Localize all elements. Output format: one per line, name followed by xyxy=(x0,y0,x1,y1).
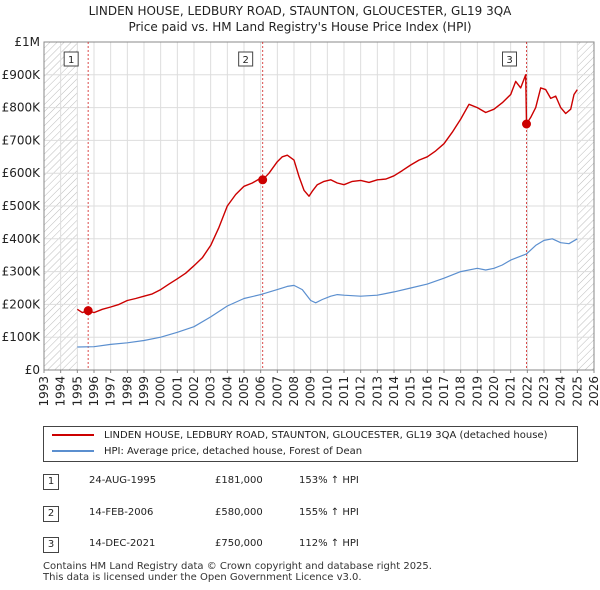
sale-hpi-change: 155% ↑ HPI xyxy=(299,507,359,518)
sale-marker-label: 1 xyxy=(68,55,74,66)
y-tick-label: £100K xyxy=(2,330,42,344)
y-tick-label: £0 xyxy=(25,363,40,377)
x-tick-label: 2005 xyxy=(237,376,251,407)
legend-item-hpi: HPI: Average price, detached house, Fore… xyxy=(52,445,362,459)
x-tick-label: 1995 xyxy=(70,376,84,407)
price-chart: £0 £100K £200K £300K £400K £500K £600K £700K £80… xyxy=(2,35,600,407)
x-tick-label: 2024 xyxy=(554,376,568,407)
x-tick-label: 2014 xyxy=(387,376,401,407)
plot-frame xyxy=(43,41,595,371)
x-tick-label: 1997 xyxy=(104,376,118,407)
x-tick-label: 2000 xyxy=(154,376,168,407)
sale-price: £181,000 xyxy=(215,475,263,486)
y-tick-label: £700K xyxy=(2,133,42,147)
sale-marker-box xyxy=(238,51,254,67)
x-tick-label: 2017 xyxy=(437,376,451,407)
sale-marker-box xyxy=(502,51,517,67)
y-tick-label: £400K xyxy=(2,232,42,246)
sale-marker-label: 2 xyxy=(242,55,248,66)
chart-title: LINDEN HOUSE, LEDBURY ROAD, STAUNTON, GL… xyxy=(88,4,512,18)
x-tick-label: 2009 xyxy=(304,376,318,407)
x-tick-label: 2013 xyxy=(370,376,384,407)
x-tick-label: 2012 xyxy=(354,376,368,407)
x-tick-label: 1994 xyxy=(54,376,68,407)
y-tick-label: £1M xyxy=(14,35,40,49)
x-tick-label: 2004 xyxy=(220,376,234,407)
x-tick-label: 2019 xyxy=(470,376,484,407)
x-tick-label: 1998 xyxy=(120,376,134,407)
y-tick-label: £900K xyxy=(2,68,42,82)
sale-marker-box xyxy=(63,51,79,67)
y-tick-label: £600K xyxy=(2,166,42,180)
sale-date: 14-DEC-2021 xyxy=(89,538,156,549)
table-row: 3 14-DEC-2021 £750,000 112% ↑ HPI xyxy=(43,537,583,555)
footer-licence: This data is licensed under the Open Gov… xyxy=(43,572,362,583)
x-tick-label: 2021 xyxy=(504,376,518,407)
x-tick-label: 2010 xyxy=(320,376,334,407)
sale-point xyxy=(522,119,531,129)
x-tick-label: 2018 xyxy=(454,376,468,407)
x-tick-label: 2015 xyxy=(404,376,418,407)
x-tick-label: 2023 xyxy=(537,376,551,407)
legend-label-hpi: HPI: Average price, detached house, Fore… xyxy=(104,446,363,457)
sale-marker-label: 3 xyxy=(506,55,512,66)
x-tick-label: 2007 xyxy=(270,376,284,407)
sale-price: £580,000 xyxy=(215,507,263,518)
x-tick-label: 1999 xyxy=(137,376,151,407)
x-tick-label: 2022 xyxy=(520,376,534,407)
legend-blue-line xyxy=(52,450,94,452)
legend-red-line xyxy=(52,434,94,436)
y-tick-label: £500K xyxy=(2,199,42,213)
y-tick-label: £200K xyxy=(2,297,42,311)
sale-number: 1 xyxy=(43,474,59,490)
sale-date: 24-AUG-1995 xyxy=(89,475,157,486)
x-tick-label: 2016 xyxy=(420,376,434,407)
y-tick-label: £300K xyxy=(2,265,42,279)
sale-hpi-change: 153% ↑ HPI xyxy=(299,475,359,486)
series-line-property xyxy=(76,74,578,314)
sale-number: 2 xyxy=(43,506,59,522)
chart-subtitle: Price paid vs. HM Land Registry's House … xyxy=(128,20,472,34)
x-tick-label: 2008 xyxy=(287,376,301,407)
legend: LINDEN HOUSE, LEDBURY ROAD, STAUNTON, GL… xyxy=(43,426,578,462)
sale-point xyxy=(258,175,268,185)
x-tick-label: 2006 xyxy=(254,376,268,407)
legend-label-property: LINDEN HOUSE, LEDBURY ROAD, STAUNTON, GL… xyxy=(104,430,548,441)
sale-number: 3 xyxy=(43,537,59,553)
table-row: 2 14-FEB-2006 £580,000 155% ↑ HPI xyxy=(43,506,583,524)
x-tick-label: 1993 xyxy=(37,376,51,407)
x-tick-label: 2001 xyxy=(170,376,184,407)
legend-item-property: LINDEN HOUSE, LEDBURY ROAD, STAUNTON, GL… xyxy=(52,429,548,443)
series-line-hpi xyxy=(77,238,578,348)
x-tick-label: 2020 xyxy=(487,376,501,407)
footer-copyright: Contains HM Land Registry data © Crown c… xyxy=(43,561,432,572)
footer: Contains HM Land Registry data © Crown c… xyxy=(43,561,432,583)
x-tick-label: 2026 xyxy=(587,376,600,407)
table-row: 1 24-AUG-1995 £181,000 153% ↑ HPI xyxy=(43,474,583,492)
x-tick-label: 2002 xyxy=(187,376,201,407)
x-tick-label: 2025 xyxy=(570,376,584,407)
sale-hpi-change: 112% ↑ HPI xyxy=(299,538,359,549)
sale-date: 14-FEB-2006 xyxy=(89,507,154,518)
sale-price: £750,000 xyxy=(215,538,263,549)
x-tick-label: 2011 xyxy=(337,376,351,407)
y-tick-label: £800K xyxy=(2,101,42,115)
x-tick-label: 2003 xyxy=(204,376,218,407)
sale-point xyxy=(83,306,93,316)
x-tick-label: 1996 xyxy=(87,376,101,407)
